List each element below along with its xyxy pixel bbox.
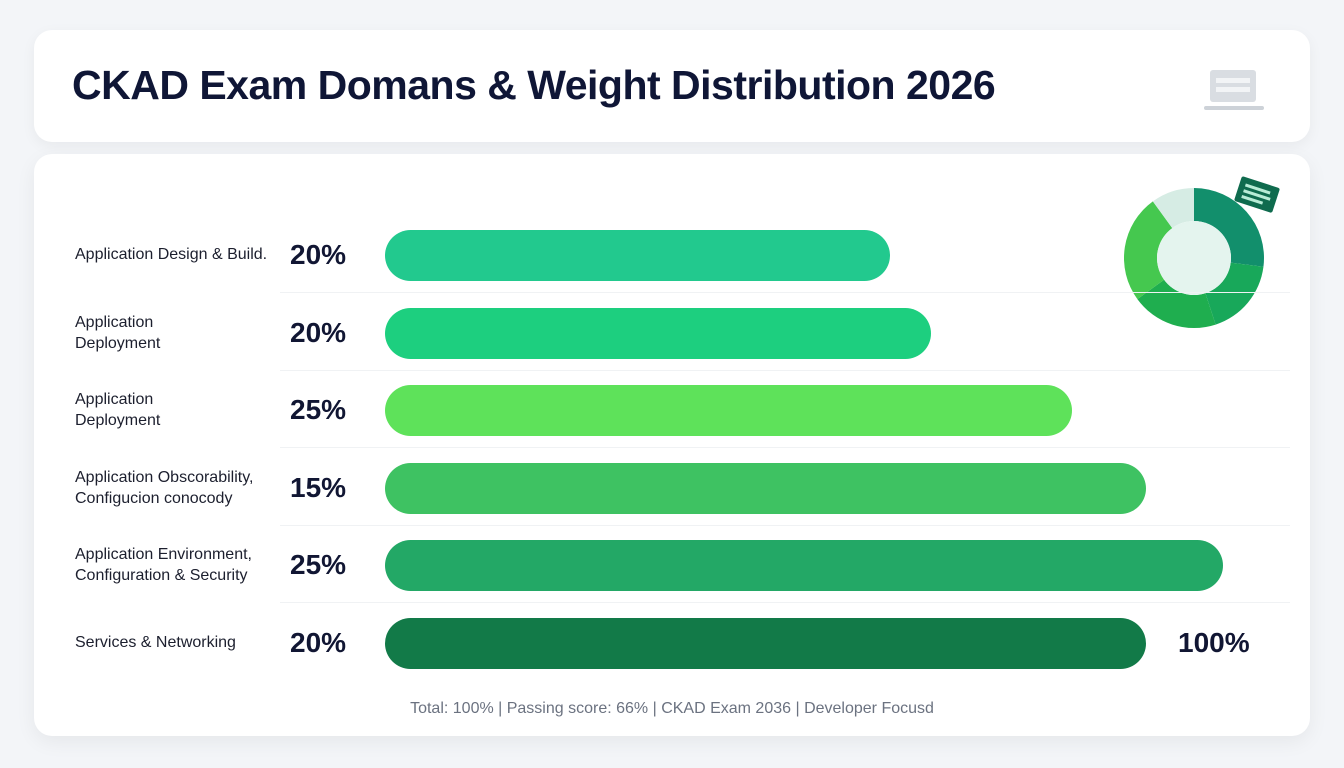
bar-row: Application Environment, Configuration & … [34, 527, 1310, 603]
bar [385, 462, 1146, 514]
header: CKAD Exam Domans & Weight Distribution 2… [34, 30, 1310, 142]
page-title: CKAD Exam Domans & Weight Distribution 2… [72, 62, 996, 108]
donut-hole [1157, 221, 1231, 295]
bar [385, 307, 931, 359]
donut-slice [1205, 262, 1264, 325]
value-label: 20% [290, 239, 347, 270]
bar [385, 385, 1072, 436]
bar-row: Services & Networking 20% 100% [34, 605, 1310, 681]
category-label: Application Deployment [75, 312, 295, 354]
bar-row: Application Design & Build. 20% [34, 217, 1310, 293]
value-label: 15% [290, 471, 347, 503]
category-label-line: Application [75, 313, 154, 331]
category-label: Services & Networking [75, 632, 295, 653]
category-label: Application Deployment [75, 389, 295, 431]
bar [385, 617, 1146, 669]
value-label: 25% [290, 394, 347, 425]
bar [385, 230, 890, 281]
row-divider [280, 524, 1290, 526]
document-icon [1234, 176, 1280, 213]
donut-slice [1124, 201, 1173, 300]
category-label-line: Application Obscorability, [75, 468, 254, 486]
category-label-line: Application Environment, [75, 546, 252, 563]
row-divider [280, 369, 1290, 371]
row-divider [280, 292, 1290, 293]
row-divider [280, 447, 1290, 448]
total-label: 100% [1178, 626, 1250, 658]
row-divider [280, 602, 1290, 603]
donut-slice [1194, 188, 1264, 267]
donut-chart [1124, 176, 1280, 328]
value-label: 20% [290, 626, 347, 658]
bar [385, 540, 1223, 591]
category-label-line: Deployment [75, 334, 161, 352]
category-label: Application Obscorability, Configucion co… [75, 467, 295, 509]
category-label-line: Configucion conocody [75, 489, 233, 507]
category-label: Application Design & Build. [75, 244, 295, 265]
chart-card: Application Design & Build. 20% Applicatio… [34, 154, 1310, 736]
bar-row: Application Deployment 20% [34, 295, 1310, 371]
value-label: 20% [290, 316, 347, 348]
category-label-line: Deployment [75, 412, 161, 429]
laptop-icon [1204, 70, 1264, 110]
footer-summary: Total: 100% | Passing score: 66% | CKAD … [410, 700, 934, 717]
category-label-line: Configuration & Security [75, 567, 248, 584]
category-label-line: Application Design & Build. [75, 246, 268, 263]
category-label-line: Application [75, 391, 154, 408]
category-label-line: Services & Networking [75, 633, 236, 651]
bar-row: Application Obscorability, Configucion co… [34, 450, 1310, 526]
bar-row: Application Deployment 25% [34, 372, 1310, 448]
donut-slice [1152, 188, 1194, 229]
value-label: 25% [290, 549, 347, 580]
donut-slice [1137, 279, 1216, 328]
category-label: Application Environment, Configuration & … [75, 544, 295, 586]
